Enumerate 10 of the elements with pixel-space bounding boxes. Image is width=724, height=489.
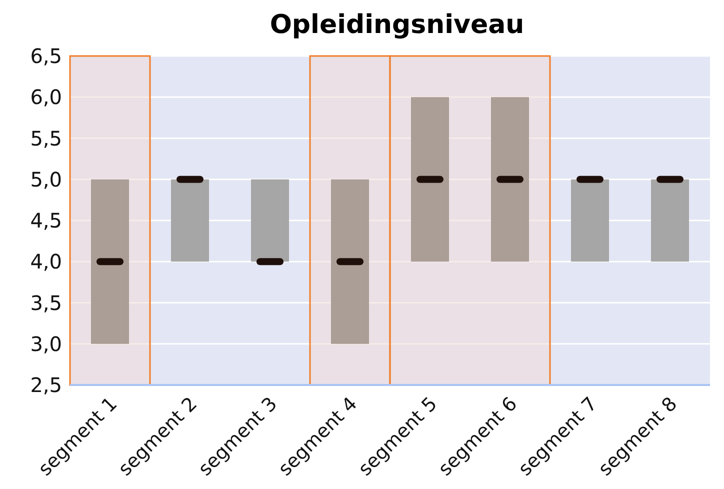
y-tick-label: 4,5 — [30, 208, 62, 233]
y-tick-label: 3,5 — [30, 290, 62, 315]
y-tick-label: 5,0 — [30, 167, 62, 192]
y-tick-label: 3,0 — [30, 332, 62, 356]
chart-title: Opleidingsniveau — [268, 9, 526, 42]
y-tick-label: 6,0 — [30, 85, 62, 110]
y-tick-label: 4,0 — [30, 250, 62, 274]
y-tick-label: 6,5 — [30, 44, 62, 68]
y-tick-label: 2,5 — [30, 373, 62, 398]
y-tick-label: 5,5 — [30, 126, 62, 150]
